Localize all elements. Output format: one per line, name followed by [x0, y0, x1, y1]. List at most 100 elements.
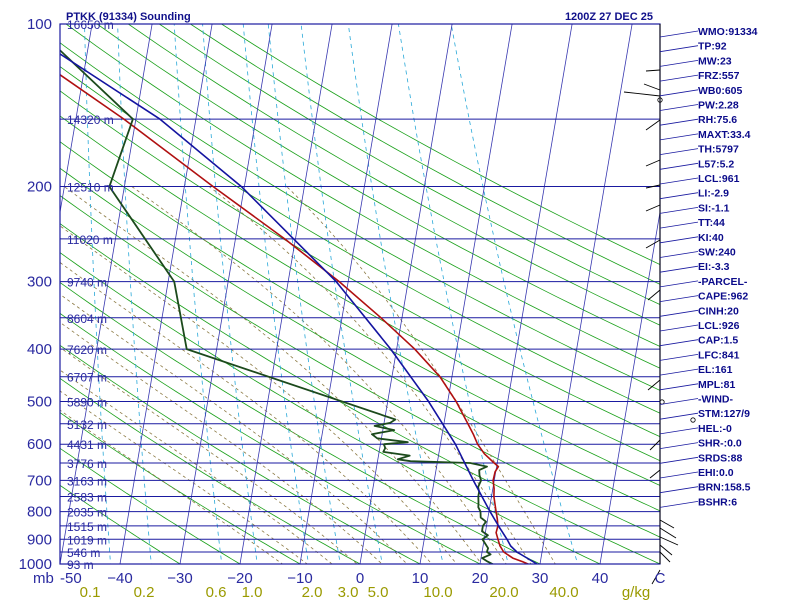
index-connector: [659, 89, 699, 97]
index-label: -WIND-: [698, 394, 733, 406]
index-connector: [659, 471, 699, 479]
index-connector: [659, 427, 699, 435]
wind-barb: [659, 527, 677, 539]
index-label: TH:5797: [698, 144, 739, 156]
index-connector: [659, 265, 699, 273]
index-label: BRN:158.5: [698, 482, 751, 494]
index-connector: [659, 177, 699, 185]
isotherm-line: [539, 24, 633, 564]
temperature-tick-label: −40: [107, 570, 132, 587]
station-title: PTKK (91334) Sounding: [66, 11, 191, 23]
dry-adiabat-line: [190, 24, 660, 285]
temperature-tick-label: −20: [227, 570, 252, 587]
pressure-tick-label: 500: [27, 393, 52, 410]
index-connector: [659, 398, 699, 405]
dry-adiabat-line: [60, 42, 660, 391]
index-label: LCL:926: [698, 320, 740, 332]
index-connector: [659, 74, 699, 82]
dry-adiabat-line: [65, 24, 660, 369]
index-connector: [659, 118, 699, 126]
index-label: WMO:91334: [698, 26, 758, 38]
moist-adiabat-line: [60, 261, 433, 564]
index-connector: [659, 133, 699, 141]
index-connector: [659, 456, 699, 464]
wind-calm-circle: [690, 417, 696, 423]
index-label: LFC:841: [698, 349, 740, 361]
temperature-tick-label: 20: [472, 570, 489, 587]
mixing-ratio-line: [202, 24, 258, 564]
mixing-ratio-line: [242, 24, 309, 564]
index-connector: [659, 251, 699, 258]
isotherm-line: [60, 24, 93, 215]
index-connector: [659, 324, 699, 332]
index-label: FRZ:557: [698, 70, 740, 82]
height-label: 6707 m: [67, 371, 107, 385]
pressure-tick-label: 400: [27, 341, 52, 358]
stability-indices: WMO:91334 TP:92 MW:23 FRZ:557 WB0:605 PW:2.28…: [659, 26, 758, 508]
mixing-ratio-label: 1.0: [242, 584, 263, 600]
mixing-ratio-label: 5.0: [368, 584, 389, 600]
index-connector: [659, 339, 699, 347]
index-label: MAXT:33.4: [698, 129, 751, 141]
isotherm-line: [239, 24, 333, 564]
height-label: 546 m: [67, 546, 100, 560]
mixing-ratio-line: [84, 24, 111, 564]
wind-barb: [651, 569, 661, 585]
index-connector: [659, 354, 699, 361]
isotherm-line: [359, 24, 453, 564]
index-label: SRDS:88: [698, 452, 743, 464]
dry-adiabat-line: [60, 141, 660, 486]
dry-adiabat-line: [60, 484, 181, 564]
index-label: STM:127/9: [698, 408, 750, 420]
sounding-time: 1200Z 27 DEC 25: [565, 11, 653, 23]
moist-adiabat-line: [60, 346, 358, 564]
isotherm-line: [599, 209, 660, 564]
dry-adiabat-line: [60, 447, 241, 564]
height-label: 3776 m: [67, 457, 107, 471]
index-label: RH:75.6: [698, 114, 737, 126]
index-connector: [659, 236, 699, 244]
index-label: EL:161: [698, 364, 733, 376]
mixing-ratio-label: 0.1: [80, 584, 101, 600]
height-label: 3163 m: [67, 474, 107, 488]
index-connector: [659, 486, 699, 494]
index-label: CAPE:962: [698, 291, 748, 303]
index-connector: [659, 30, 699, 38]
height-label: 1019 m: [67, 533, 107, 547]
dry-adiabat-line: [221, 24, 660, 265]
index-connector: [659, 309, 699, 317]
mixing-ratio-label: 2.0: [302, 584, 323, 600]
height-label: 16650 m: [67, 18, 114, 32]
mixing-ratio-line: [398, 24, 509, 564]
wind-barb: [647, 289, 661, 301]
moist-adiabat-line: [60, 321, 383, 564]
mixing-ratio-label: 10.0: [423, 584, 452, 600]
index-label: TT:44: [698, 217, 725, 229]
index-connector: [659, 295, 699, 302]
index-connector: [659, 221, 699, 229]
wind-barb: [659, 519, 675, 529]
wind-barbs: [623, 24, 696, 585]
pressure-tick-label: 100: [27, 16, 52, 33]
temperature-tick-label: 40: [592, 570, 609, 587]
moist-adiabat-line: [208, 186, 532, 564]
isotherm-line: [479, 24, 573, 564]
index-label: PW:2.28: [698, 100, 739, 112]
index-label: TP:92: [698, 41, 727, 53]
index-label: MW:23: [698, 55, 732, 67]
height-label: 93 m: [67, 558, 94, 572]
dry-adiabat-line: [128, 24, 660, 326]
temperature-trace: [60, 73, 531, 564]
index-label: CAP:1.5: [698, 335, 738, 347]
moist-adiabat-line: [60, 293, 408, 564]
temperature-tick-label: 10: [412, 570, 429, 587]
isotherm-line: [179, 24, 273, 564]
height-label: 11020 m: [67, 233, 113, 247]
index-label: EI:-3.3: [698, 261, 730, 273]
index-label: WB0:605: [698, 85, 743, 97]
dry-adiabat-line: [60, 412, 301, 564]
height-label: 1515 m: [67, 520, 107, 534]
height-label: 12510 m: [67, 181, 114, 195]
